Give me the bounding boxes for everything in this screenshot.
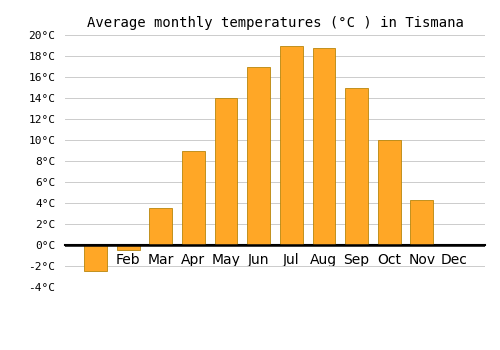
Bar [214, 98, 238, 245]
Bar [378, 140, 400, 245]
Bar [345, 88, 368, 245]
Bar [84, 245, 107, 271]
Title: Average monthly temperatures (°C ) in Tismana: Average monthly temperatures (°C ) in Ti… [86, 16, 464, 30]
Bar [116, 245, 140, 250]
Bar [248, 66, 270, 245]
Bar [182, 150, 205, 245]
Bar [312, 48, 336, 245]
Bar [410, 200, 434, 245]
Bar [280, 46, 302, 245]
Bar [150, 208, 172, 245]
